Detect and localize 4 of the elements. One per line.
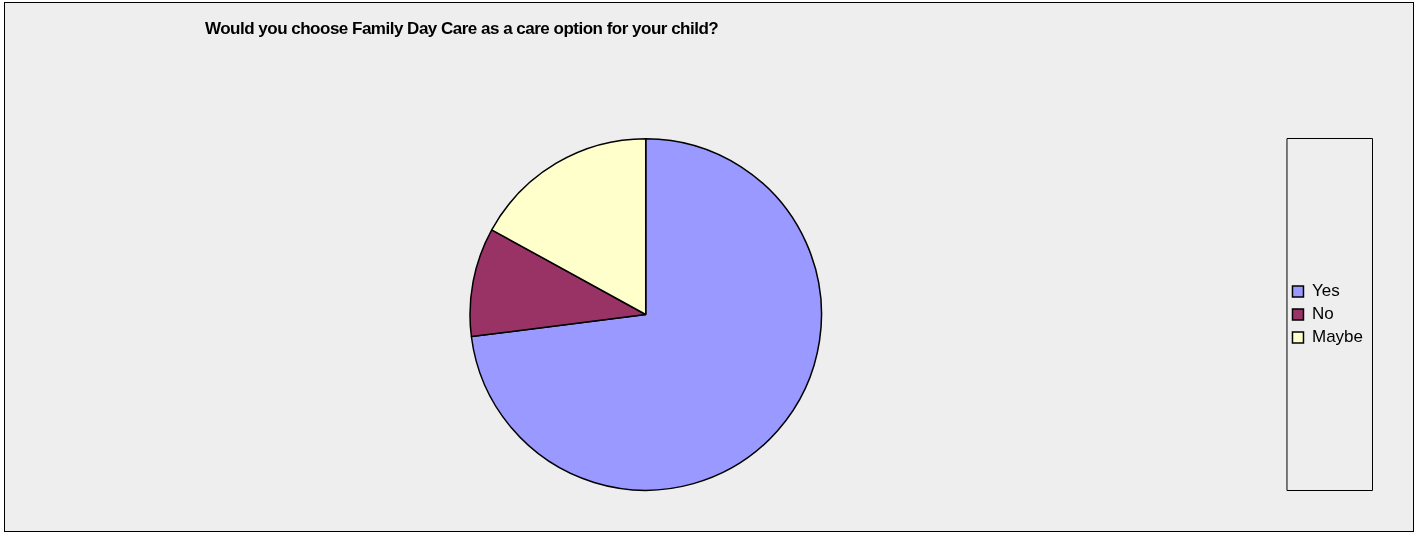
legend-label: Maybe	[1311, 327, 1364, 347]
legend-label: Yes	[1311, 281, 1340, 301]
chart-title: Would you choose Family Day Care as a care option for your child?	[205, 19, 719, 39]
legend-label: No	[1311, 304, 1334, 324]
